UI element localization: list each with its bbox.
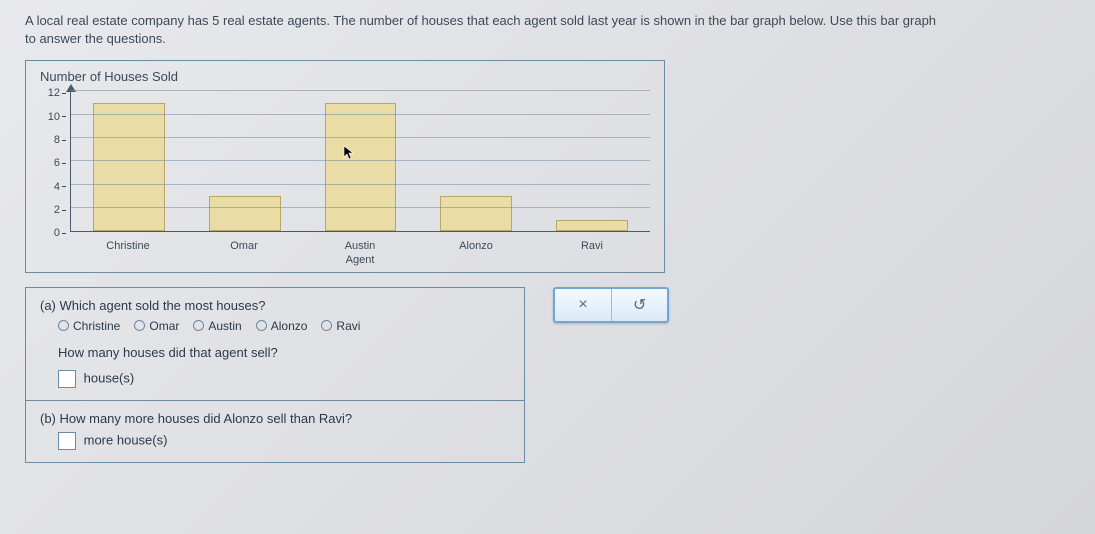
y-tick: 4 (54, 181, 66, 193)
radio-option[interactable]: Christine (58, 319, 120, 333)
radio-icon (193, 320, 204, 331)
radio-label: Ravi (336, 319, 360, 333)
bar (93, 103, 165, 231)
radio-option[interactable]: Omar (134, 319, 179, 333)
radio-option[interactable]: Austin (193, 319, 241, 333)
x-axis-title: Agent (70, 254, 650, 266)
question-b: (b) How many more houses did Alonzo sell… (26, 400, 524, 462)
question-box: (a) Which agent sold the most houses? Ch… (25, 287, 525, 463)
gridline (71, 184, 650, 185)
radio-label: Austin (208, 319, 241, 333)
chart-container: Number of Houses Sold 0 2 4 6 8 10 12 Christin… (25, 60, 665, 272)
plot-area: 0 2 4 6 8 10 12 (40, 86, 650, 236)
x-axis-labels: ChristineOmarAustinAlonzoRavi (70, 236, 650, 253)
x-axis-label: Omar (186, 236, 302, 253)
question-a-prompt: (a) Which agent sold the most houses? (40, 298, 510, 313)
answer-a-unit: house(s) (84, 370, 135, 385)
answer-b-input-row: more house(s) (58, 432, 510, 450)
y-axis: 024681012 (40, 92, 70, 232)
radio-option[interactable]: Alonzo (256, 319, 308, 333)
bar (556, 220, 628, 232)
close-icon: × (578, 296, 587, 314)
gridline (71, 160, 650, 161)
problem-statement: A local real estate company has 5 real e… (25, 12, 1070, 48)
radio-option[interactable]: Ravi (321, 319, 360, 333)
y-tick: 12 (48, 87, 66, 99)
x-axis-label: Alonzo (418, 236, 534, 253)
question-row: (a) Which agent sold the most houses? Ch… (25, 287, 1070, 463)
x-axis-label: Ravi (534, 236, 650, 253)
y-tick: 0 (54, 227, 66, 239)
radio-icon (134, 320, 145, 331)
control-buttons: × ↻ (553, 287, 669, 323)
answer-a-input[interactable] (58, 370, 76, 388)
radio-group: Christine Omar Austin Alonzo Ravi (58, 319, 510, 333)
radio-label: Alonzo (271, 319, 308, 333)
question-a-sub-prompt: How many houses did that agent sell? (58, 345, 510, 360)
radio-label: Christine (73, 319, 120, 333)
reset-button[interactable]: ↻ (611, 289, 667, 321)
gridline (71, 137, 650, 138)
clear-button[interactable]: × (555, 289, 611, 321)
answer-b-unit: more house(s) (84, 432, 168, 447)
gridline (71, 90, 650, 91)
answer-a-input-row: house(s) (58, 370, 510, 388)
radio-icon (58, 320, 69, 331)
question-b-prompt: (b) How many more houses did Alonzo sell… (40, 411, 510, 426)
gridline (71, 207, 650, 208)
radio-icon (256, 320, 267, 331)
radio-label: Omar (149, 319, 179, 333)
y-tick: 2 (54, 204, 66, 216)
answer-b-input[interactable] (58, 432, 76, 450)
y-tick: 10 (48, 111, 66, 123)
reset-icon: ↻ (633, 295, 646, 315)
y-tick: 8 (54, 134, 66, 146)
radio-icon (321, 320, 332, 331)
intro-line-2: to answer the questions. (25, 31, 166, 46)
gridline (71, 114, 650, 115)
question-a: (a) Which agent sold the most houses? Ch… (26, 288, 524, 400)
x-axis-label: Christine (70, 236, 186, 253)
y-tick: 6 (54, 157, 66, 169)
bar (325, 103, 397, 231)
bar (440, 196, 512, 231)
x-axis-label: Austin (302, 236, 418, 253)
bar (209, 196, 281, 231)
chart-title: Number of Houses Sold (40, 69, 650, 84)
plot (70, 92, 650, 232)
intro-line-1: A local real estate company has 5 real e… (25, 13, 936, 28)
